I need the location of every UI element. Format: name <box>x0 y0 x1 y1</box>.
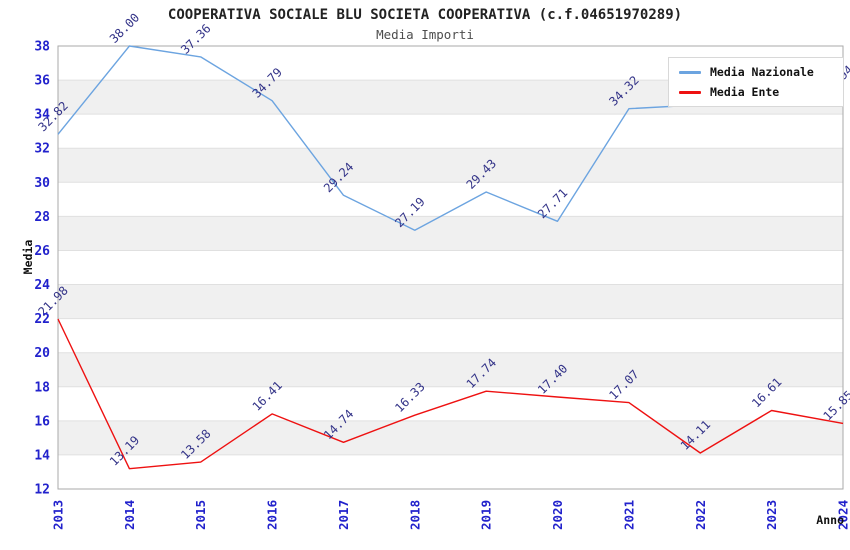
svg-text:2024: 2024 <box>836 500 850 530</box>
svg-text:2022: 2022 <box>693 500 708 530</box>
svg-text:32: 32 <box>34 142 50 157</box>
svg-text:24: 24 <box>34 278 50 293</box>
y-tick-labels: 12 14 16 18 20 22 24 26 28 30 32 34 36 38 <box>34 40 50 498</box>
x-axis-title: Anno <box>816 513 844 527</box>
svg-text:20: 20 <box>34 346 50 361</box>
x-tick-labels: 2013 2014 2015 2016 2017 2018 2019 2020 2021 2022… <box>51 500 850 530</box>
svg-text:38: 38 <box>34 40 50 55</box>
svg-text:34: 34 <box>34 108 50 123</box>
svg-text:36: 36 <box>34 74 50 89</box>
svg-text:2016: 2016 <box>265 500 280 530</box>
media-ente-line-swatch <box>679 90 701 94</box>
svg-text:26: 26 <box>34 244 50 259</box>
media-nazionale-line-swatch <box>679 70 701 74</box>
legend: Media Nazionale Media Ente <box>668 57 844 107</box>
background-bands <box>58 46 843 489</box>
svg-text:18: 18 <box>34 380 50 395</box>
svg-text:14: 14 <box>34 448 50 463</box>
svg-text:2023: 2023 <box>764 500 779 530</box>
legend-item-media-ente: Media Ente <box>679 85 833 99</box>
chart-title: COOPERATIVA SOCIALE BLU SOCIETA COOPERAT… <box>167 7 683 23</box>
legend-label-media-ente: Media Ente <box>710 85 780 99</box>
axis-frame <box>57 45 844 490</box>
svg-text:38.00: 38.00 <box>107 10 142 45</box>
svg-text:2017: 2017 <box>336 500 351 530</box>
y-axis-title: Media <box>21 239 35 275</box>
svg-text:28: 28 <box>34 210 50 225</box>
svg-text:2019: 2019 <box>479 500 494 530</box>
svg-text:2015: 2015 <box>193 500 208 530</box>
svg-text:2021: 2021 <box>621 500 636 530</box>
svg-text:2013: 2013 <box>51 500 66 530</box>
svg-text:30: 30 <box>34 176 50 191</box>
svg-text:12: 12 <box>34 483 50 498</box>
svg-text:2018: 2018 <box>407 500 422 530</box>
legend-item-media-nazionale: Media Nazionale <box>679 65 833 79</box>
svg-text:22: 22 <box>34 312 50 327</box>
svg-text:2020: 2020 <box>550 500 565 530</box>
legend-label-media-nazionale: Media Nazionale <box>710 65 814 79</box>
svg-text:2014: 2014 <box>122 500 137 530</box>
chart-subtitle: Media Importi <box>376 27 474 42</box>
line-media-ente <box>57 318 844 470</box>
svg-text:16: 16 <box>34 414 50 429</box>
